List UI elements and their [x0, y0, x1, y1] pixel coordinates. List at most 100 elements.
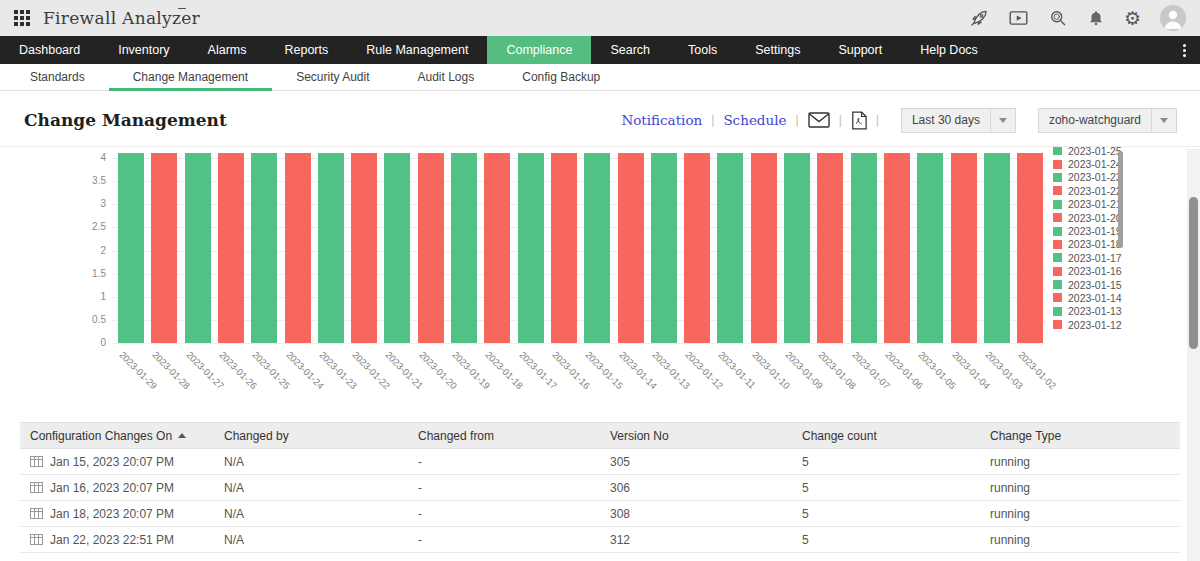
legend-item-2023-01-17[interactable]: 2023-01-17: [1053, 251, 1122, 264]
subnav-item-security-audit[interactable]: Security Audit: [272, 64, 393, 90]
config-snapshot-icon[interactable]: [30, 534, 43, 545]
legend-scrollbar-thumb[interactable]: [1118, 151, 1123, 248]
table-cell-value: N/A: [224, 481, 244, 495]
search-icon[interactable]: [1048, 8, 1068, 28]
bar-2023-01-23[interactable]: [318, 153, 344, 343]
nav-item-help-docs[interactable]: Help Docs: [901, 36, 997, 64]
legend-item-2023-01-25[interactable]: 2023-01-25: [1053, 146, 1122, 157]
nav-item-search[interactable]: Search: [591, 36, 669, 64]
legend-label: 2023-01-14: [1068, 292, 1122, 304]
bar-2023-01-09[interactable]: [784, 153, 810, 343]
legend-item-2023-01-13[interactable]: 2023-01-13: [1053, 305, 1122, 318]
bar-2023-01-10[interactable]: [751, 153, 777, 343]
config-snapshot-icon[interactable]: [30, 508, 43, 519]
page-scrollbar-track[interactable]: [1187, 149, 1200, 561]
nav-item-settings[interactable]: Settings: [736, 36, 819, 64]
nav-item-reports[interactable]: Reports: [265, 36, 347, 64]
legend-swatch: [1053, 307, 1062, 316]
bar-2023-01-11[interactable]: [717, 153, 743, 343]
notification-link[interactable]: Notification: [621, 112, 702, 128]
nav-item-inventory[interactable]: Inventory: [99, 36, 188, 64]
legend-item-2023-01-14[interactable]: 2023-01-14: [1053, 291, 1122, 304]
legend-swatch: [1053, 227, 1062, 236]
subnav-item-audit-logs[interactable]: Audit Logs: [394, 64, 499, 90]
schedule-link[interactable]: Schedule: [723, 112, 786, 128]
bell-icon[interactable]: [1087, 8, 1105, 28]
kebab-menu-icon[interactable]: [1169, 36, 1200, 64]
bar-2023-01-26[interactable]: [218, 153, 244, 343]
sort-asc-icon: [178, 433, 186, 438]
legend-swatch: [1053, 280, 1062, 289]
bar-2023-01-04[interactable]: [951, 153, 977, 343]
chevron-down-icon: [1151, 109, 1176, 132]
nav-item-support[interactable]: Support: [819, 36, 901, 64]
config-snapshot-icon[interactable]: [30, 482, 43, 493]
legend-item-2023-01-16[interactable]: 2023-01-16: [1053, 265, 1122, 278]
bar-2023-01-17[interactable]: [518, 153, 544, 343]
legend-item-2023-01-22[interactable]: 2023-01-22: [1053, 184, 1122, 197]
bar-2023-01-14[interactable]: [618, 153, 644, 343]
column-header-changed-by[interactable]: Changed by: [214, 429, 408, 443]
bar-2023-01-06[interactable]: [884, 153, 910, 343]
nav-item-compliance[interactable]: Compliance: [487, 36, 591, 64]
bar-2023-01-02[interactable]: [1017, 153, 1043, 343]
bar-2023-01-15[interactable]: [584, 153, 610, 343]
presentation-play-icon[interactable]: [1008, 8, 1029, 28]
column-header-configuration-changes-on[interactable]: Configuration Changes On: [20, 429, 214, 443]
bar-2023-01-25[interactable]: [251, 153, 277, 343]
nav-item-dashboard[interactable]: Dashboard: [0, 36, 99, 64]
bar-2023-01-20[interactable]: [418, 153, 444, 343]
apps-grid-icon[interactable]: [14, 10, 30, 26]
table-cell-value: running: [990, 533, 1030, 547]
bar-2023-01-28[interactable]: [151, 153, 177, 343]
column-header-version-no[interactable]: Version No: [600, 429, 792, 443]
bar-2023-01-08[interactable]: [817, 153, 843, 343]
table-row[interactable]: Jan 22, 2023 22:51 PMN/A-3125running: [20, 527, 1180, 553]
legend-item-2023-01-23[interactable]: 2023-01-23: [1053, 171, 1122, 184]
email-envelope-icon[interactable]: [808, 112, 830, 128]
table-row[interactable]: Jan 15, 2023 20:07 PMN/A-3055running: [20, 449, 1180, 475]
column-header-change-count[interactable]: Change count: [792, 429, 980, 443]
subnav-item-standards[interactable]: Standards: [6, 64, 109, 90]
legend-item-2023-01-18[interactable]: 2023-01-18: [1053, 238, 1122, 251]
bar-2023-01-13[interactable]: [651, 153, 677, 343]
subnav-item-change-management[interactable]: Change Management: [109, 64, 272, 90]
legend-item-2023-01-12[interactable]: 2023-01-12: [1053, 318, 1122, 331]
column-header-changed-from[interactable]: Changed from: [408, 429, 600, 443]
chevron-down-icon: [990, 109, 1015, 132]
bar-2023-01-18[interactable]: [484, 153, 510, 343]
bar-2023-01-19[interactable]: [451, 153, 477, 343]
bar-2023-01-03[interactable]: [984, 153, 1010, 343]
page-scrollbar-thumb[interactable]: [1189, 197, 1198, 349]
column-header-change-type[interactable]: Change Type: [980, 429, 1180, 443]
separator: |: [876, 113, 879, 127]
nav-item-alarms[interactable]: Alarms: [189, 36, 266, 64]
bar-2023-01-21[interactable]: [384, 153, 410, 343]
pdf-export-icon[interactable]: [851, 111, 867, 130]
table-row[interactable]: Jan 16, 2023 20:07 PMN/A-3065running: [20, 475, 1180, 501]
config-snapshot-icon[interactable]: [30, 456, 43, 467]
legend-item-2023-01-15[interactable]: 2023-01-15: [1053, 278, 1122, 291]
legend-item-2023-01-20[interactable]: 2023-01-20: [1053, 211, 1122, 224]
bar-2023-01-12[interactable]: [684, 153, 710, 343]
legend-item-2023-01-24[interactable]: 2023-01-24: [1053, 157, 1122, 170]
bar-2023-01-24[interactable]: [285, 153, 311, 343]
bar-2023-01-07[interactable]: [851, 153, 877, 343]
device-dropdown[interactable]: zoho-watchguard: [1038, 108, 1177, 133]
user-avatar[interactable]: [1160, 5, 1186, 31]
bar-2023-01-29[interactable]: [118, 153, 144, 343]
bar-2023-01-27[interactable]: [185, 153, 211, 343]
subnav-item-config-backup[interactable]: Config Backup: [498, 64, 624, 90]
bar-2023-01-05[interactable]: [917, 153, 943, 343]
table-row[interactable]: Jan 18, 2023 20:07 PMN/A-3085running: [20, 501, 1180, 527]
nav-item-tools[interactable]: Tools: [669, 36, 736, 64]
nav-item-rule-management[interactable]: Rule Management: [347, 36, 487, 64]
legend-item-2023-01-21[interactable]: 2023-01-21: [1053, 198, 1122, 211]
bar-2023-01-22[interactable]: [351, 153, 377, 343]
legend-item-2023-01-19[interactable]: 2023-01-19: [1053, 224, 1122, 237]
rocket-icon[interactable]: [969, 8, 989, 28]
period-dropdown[interactable]: Last 30 days: [901, 108, 1016, 133]
table-cell: Jan 22, 2023 22:51 PM: [20, 533, 214, 547]
bar-2023-01-16[interactable]: [551, 153, 577, 343]
gear-icon[interactable]: ⚙: [1124, 9, 1141, 28]
